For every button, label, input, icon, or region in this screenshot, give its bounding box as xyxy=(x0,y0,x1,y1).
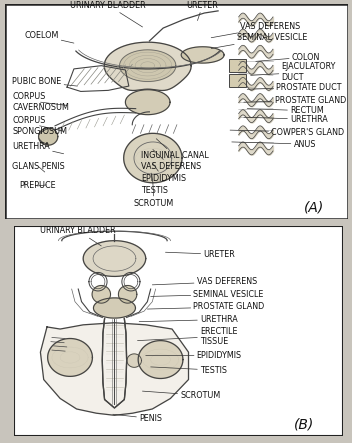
Text: URINARY BLADDER: URINARY BLADDER xyxy=(40,226,116,246)
Text: VAS DEFERENS: VAS DEFERENS xyxy=(141,149,201,171)
Text: INGUINAL CANAL: INGUINAL CANAL xyxy=(141,139,209,160)
Text: PROSTATE GLAND: PROSTATE GLAND xyxy=(147,303,265,311)
Polygon shape xyxy=(127,354,142,367)
Text: TESTIS: TESTIS xyxy=(151,365,227,375)
Text: TESTIS: TESTIS xyxy=(141,173,168,195)
Polygon shape xyxy=(83,241,146,276)
Text: URETHRA: URETHRA xyxy=(12,142,64,154)
Polygon shape xyxy=(40,323,189,416)
Text: URETHRA: URETHRA xyxy=(244,115,328,124)
Text: PREPUCE: PREPUCE xyxy=(19,182,56,190)
Text: SEMINAL VESICLE: SEMINAL VESICLE xyxy=(211,33,307,48)
Text: (A): (A) xyxy=(304,201,324,214)
Text: PROSTATE DUCT: PROSTATE DUCT xyxy=(247,83,342,92)
Text: URETHRA: URETHRA xyxy=(139,315,238,324)
Text: EPIDIDYMIS: EPIDIDYMIS xyxy=(146,351,242,360)
Text: EJACULATORY
DUCT: EJACULATORY DUCT xyxy=(251,62,336,82)
Polygon shape xyxy=(138,341,183,378)
Polygon shape xyxy=(125,90,170,115)
Text: COELOM: COELOM xyxy=(24,31,74,43)
Text: CORPUS
SPONGIOSUM: CORPUS SPONGIOSUM xyxy=(12,116,67,136)
Text: URINARY BLADDER: URINARY BLADDER xyxy=(70,1,146,27)
Text: SCROTUM: SCROTUM xyxy=(143,391,221,400)
Text: (B): (B) xyxy=(294,418,314,432)
Text: GLANS PENIS: GLANS PENIS xyxy=(12,162,65,172)
Text: ANUS: ANUS xyxy=(232,140,316,148)
Polygon shape xyxy=(104,42,191,90)
Polygon shape xyxy=(181,47,224,63)
Text: URETER: URETER xyxy=(165,250,235,259)
Text: RECTUM: RECTUM xyxy=(247,106,324,115)
Text: PENIS: PENIS xyxy=(113,414,162,423)
Text: COLON: COLON xyxy=(256,53,320,62)
Text: PUBIC BONE: PUBIC BONE xyxy=(12,77,77,86)
FancyBboxPatch shape xyxy=(14,226,343,436)
Text: URETER: URETER xyxy=(187,1,219,20)
Polygon shape xyxy=(124,133,182,183)
Text: CORPUS
CAVERNOSUM: CORPUS CAVERNOSUM xyxy=(12,93,69,112)
Polygon shape xyxy=(118,285,137,303)
Text: VAS DEFERENS: VAS DEFERENS xyxy=(211,23,301,38)
Polygon shape xyxy=(120,50,176,82)
Text: ERECTILE
TISSUE: ERECTILE TISSUE xyxy=(138,326,238,346)
Text: COWPER'S GLAND: COWPER'S GLAND xyxy=(230,128,344,137)
Polygon shape xyxy=(102,319,127,408)
Text: SEMINAL VESICLE: SEMINAL VESICLE xyxy=(151,290,264,299)
Polygon shape xyxy=(94,298,136,318)
Polygon shape xyxy=(39,128,58,145)
Text: EPIDIDYMIS: EPIDIDYMIS xyxy=(141,163,186,183)
Text: SCROTUM: SCROTUM xyxy=(134,183,174,208)
Text: VAS DEFERENS: VAS DEFERENS xyxy=(152,277,257,286)
FancyBboxPatch shape xyxy=(229,74,246,87)
Polygon shape xyxy=(92,285,111,303)
Polygon shape xyxy=(48,338,93,377)
Text: PROSTATE GLAND: PROSTATE GLAND xyxy=(244,96,346,105)
FancyBboxPatch shape xyxy=(5,4,348,219)
FancyBboxPatch shape xyxy=(229,58,246,72)
